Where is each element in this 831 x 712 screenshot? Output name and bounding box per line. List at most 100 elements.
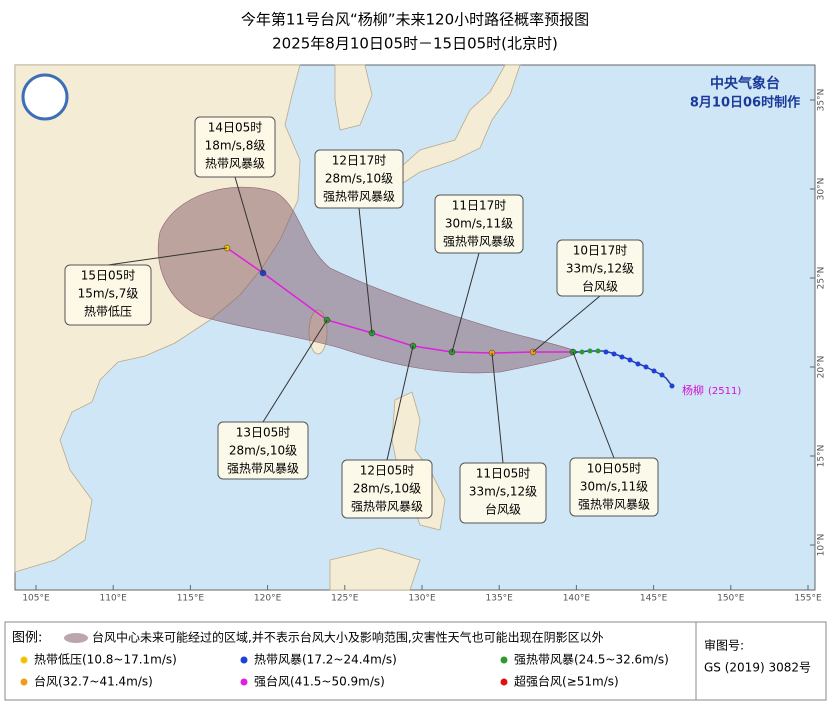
annotation-text: 10日17时 xyxy=(573,244,628,258)
leader-line xyxy=(234,176,264,274)
annotation-text: 14日05时 xyxy=(208,121,263,135)
typhoon-code: (2511) xyxy=(708,386,741,397)
legend-dot xyxy=(20,656,28,664)
past-point xyxy=(627,357,633,363)
lon-label: 140°E xyxy=(563,594,591,604)
annotation-text: 11日05时 xyxy=(476,467,531,481)
annotation-box xyxy=(569,457,659,517)
leader-line xyxy=(262,319,328,423)
past-point xyxy=(595,348,601,354)
annotation-text: 热带低压 xyxy=(84,305,132,319)
past-point xyxy=(669,383,675,389)
annotation-box xyxy=(314,149,404,209)
lon-label: 105°E xyxy=(22,594,50,604)
legend-dot xyxy=(240,678,248,686)
past-point xyxy=(587,348,593,354)
legend-cone-text: 台风中心未来可能经过的区域,并不表示台风大小及影响范围,灾害性天气也可能出现在阴… xyxy=(92,630,604,645)
legend-cone-swatch xyxy=(64,633,88,643)
leader-line xyxy=(386,345,414,461)
legend-title: 图例: xyxy=(12,631,42,646)
past-point xyxy=(643,364,649,370)
annotation-text: 33m/s,12级 xyxy=(469,485,537,499)
annotation-box xyxy=(64,264,152,326)
annotation-text: 10日05时 xyxy=(587,462,642,476)
annotation-text: 强热带风暴级 xyxy=(227,462,299,476)
legend-dot xyxy=(240,656,248,664)
annotation-box xyxy=(341,459,433,519)
annotation-text: 13日05时 xyxy=(236,426,291,440)
past-point xyxy=(611,351,617,357)
annotation-text: 11日17时 xyxy=(452,199,507,213)
annotation-text: 30m/s,11级 xyxy=(580,480,648,494)
annotation-box xyxy=(434,194,524,254)
mainland xyxy=(14,64,301,573)
annotation-box xyxy=(459,462,547,524)
past-point xyxy=(659,372,665,378)
issued-time: 8月10日06时制作 xyxy=(690,95,800,111)
logo xyxy=(21,73,69,121)
legend-label: 热带风暴(17.2~24.4m/s) xyxy=(254,653,397,667)
lat-label: 25°N xyxy=(817,267,827,290)
review-number: GS (2019) 3082号 xyxy=(704,661,811,675)
legend-label: 台风(32.7~41.4m/s) xyxy=(34,674,153,689)
annotation-text: 15m/s,7级 xyxy=(78,287,139,301)
lon-label: 120°E xyxy=(254,594,282,604)
annotation-text: 15日05时 xyxy=(81,269,136,283)
annotation-text: 12日17时 xyxy=(332,154,387,168)
borneo xyxy=(329,547,421,591)
annotation-text: 强热带风暴级 xyxy=(443,235,515,249)
annotation-box xyxy=(217,421,309,480)
lon-label: 145°E xyxy=(640,594,668,604)
typhoon-name: 杨柳 xyxy=(682,383,704,397)
legend-label: 超强台风(≥51m/s) xyxy=(514,674,619,689)
lat-label: 35°N xyxy=(817,89,827,112)
leader-line xyxy=(572,351,615,459)
lon-label: 135°E xyxy=(486,594,514,604)
annotation-text: 热带风暴级 xyxy=(205,157,265,171)
lon-label: 125°E xyxy=(331,594,359,604)
annotation-text: 28m/s,10级 xyxy=(353,482,421,496)
taiwan xyxy=(308,309,328,355)
leader-line xyxy=(532,295,601,353)
annotation-text: 28m/s,10级 xyxy=(325,172,393,186)
annotation-text: 台风级 xyxy=(582,279,618,294)
title: 今年第11号台风“杨柳”未来120小时路径概率预报图 xyxy=(241,11,589,29)
past-point xyxy=(635,361,641,367)
past-point xyxy=(651,368,657,374)
annotation-box xyxy=(194,116,276,178)
lon-label: 130°E xyxy=(408,594,436,604)
legend-box xyxy=(4,621,827,701)
leader-line xyxy=(107,247,228,266)
lon-label: 110°E xyxy=(100,594,128,604)
subtitle: 2025年8月10日05时－15日05时(北京时) xyxy=(272,35,558,53)
annotation-text: 33m/s,12级 xyxy=(566,262,634,276)
legend-dot xyxy=(500,656,508,664)
lon-label: 115°E xyxy=(177,594,205,604)
lat-label: 15°N xyxy=(817,445,827,468)
annotation-text: 12日05时 xyxy=(360,464,415,478)
legend-label: 强热带风暴(24.5~32.6m/s) xyxy=(514,653,669,667)
legend-label: 强台风(41.5~50.9m/s) xyxy=(254,674,385,689)
review-label: 审图号: xyxy=(704,638,744,653)
annotation-text: 18m/s,8级 xyxy=(205,139,266,153)
korea xyxy=(334,64,373,131)
annotation-text: 强热带风暴级 xyxy=(323,190,395,204)
annotation-text: 28m/s,10级 xyxy=(229,444,297,458)
annotation-text: 台风级 xyxy=(485,502,521,517)
legend-label: 热带低压(10.8~17.1m/s) xyxy=(34,653,177,667)
lat-label: 10°N xyxy=(817,534,827,557)
legend-dot xyxy=(20,678,28,686)
lat-label: 20°N xyxy=(817,356,827,379)
legend-dot xyxy=(500,678,508,686)
annotation-text: 强热带风暴级 xyxy=(578,498,650,512)
lat-label: 30°N xyxy=(817,178,827,201)
past-point xyxy=(619,354,625,360)
lon-label: 155°E xyxy=(794,594,822,604)
leader-line xyxy=(451,252,480,353)
past-point xyxy=(603,349,609,355)
annotation-box xyxy=(556,239,644,297)
annotation-text: 30m/s,11级 xyxy=(445,217,513,231)
annotation-text: 强热带风暴级 xyxy=(351,500,423,514)
past-point xyxy=(579,349,585,355)
